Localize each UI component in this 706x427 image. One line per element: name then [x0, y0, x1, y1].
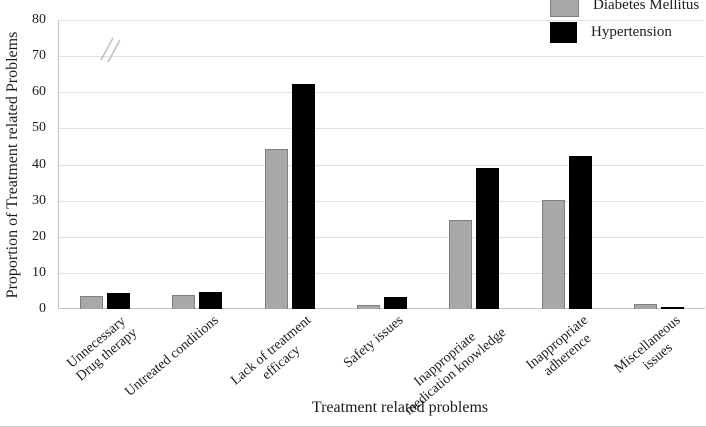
gridline-y-0	[59, 308, 705, 309]
bar-group-7	[613, 20, 705, 309]
legend-label-diabetes-mellitus: Diabetes Mellitus	[593, 0, 700, 13]
bar-group-3	[244, 20, 336, 309]
legend-swatch-diabetes-mellitus-icon	[550, 0, 579, 17]
bar-diabetes-mellitus-2	[172, 294, 196, 309]
x-axis-title: Treatment related problems	[311, 399, 489, 416]
bar-group-4	[336, 20, 428, 309]
bar-group-1	[59, 20, 151, 309]
y-tick-label-50: 50	[32, 120, 46, 136]
y-tick-label-20: 20	[32, 228, 46, 244]
bar-hypertension-4	[383, 296, 407, 309]
bar-diabetes-mellitus-4	[356, 305, 380, 309]
gridline-y-20	[59, 236, 705, 238]
bar-diabetes-mellitus-1	[80, 296, 104, 309]
bar-diabetes-mellitus-3	[264, 148, 288, 309]
gridline-y-50	[59, 128, 705, 130]
bar-hypertension-5	[476, 168, 500, 309]
x-category-label-2: Untreated conditions	[122, 313, 223, 400]
y-tick-label-60: 60	[32, 84, 46, 100]
x-category-label-6: Inappropriate adherence	[523, 313, 595, 380]
gridline-y-40	[59, 164, 705, 166]
x-category-label-1: Unnecessary Drug therapy	[64, 313, 141, 385]
legend-item-hypertension: Hypertension	[550, 22, 672, 43]
gridline-y-30	[59, 200, 705, 202]
bar-hypertension-3	[291, 83, 315, 309]
bar-diabetes-mellitus-5	[449, 219, 473, 309]
x-category-label-3: Lack of treatment efficacy	[228, 313, 315, 389]
y-tick-label-40: 40	[32, 156, 46, 172]
bar-hypertension-2	[199, 291, 223, 309]
x-category-label-4: Safety issues	[341, 313, 407, 372]
legend-swatch-hypertension-icon	[550, 22, 577, 43]
gridline-y-70	[59, 56, 705, 58]
legend: Diabetes Mellitus Hypertension	[550, 0, 706, 52]
bar-diabetes-mellitus-6	[541, 199, 565, 309]
bar-group-6	[520, 20, 612, 309]
y-tick-label-70: 70	[32, 48, 46, 64]
gridline-y-80	[59, 20, 705, 21]
y-tick-label-80: 80	[32, 12, 46, 27]
bar-hypertension-1	[107, 293, 131, 309]
legend-item-diabetes-mellitus: Diabetes Mellitus	[550, 0, 699, 17]
legend-label-hypertension: Hypertension	[591, 24, 672, 40]
bar-group-5	[428, 20, 520, 309]
gridline-y-60	[59, 92, 705, 94]
bar-diabetes-mellitus-7	[633, 303, 657, 309]
x-category-label-7: Miscellaneous issues	[611, 313, 684, 377]
bar-group-2	[151, 20, 243, 309]
gridline-y-10	[59, 272, 705, 274]
plot-area	[58, 20, 705, 309]
y-tick-label-10: 10	[32, 264, 46, 280]
bar-hypertension-7	[660, 307, 684, 309]
bar-hypertension-6	[568, 155, 592, 309]
y-axis-break-icon	[100, 37, 121, 63]
bars-container	[59, 20, 705, 309]
y-tick-label-30: 30	[32, 192, 46, 208]
y-tick-label-0: 0	[39, 301, 46, 316]
